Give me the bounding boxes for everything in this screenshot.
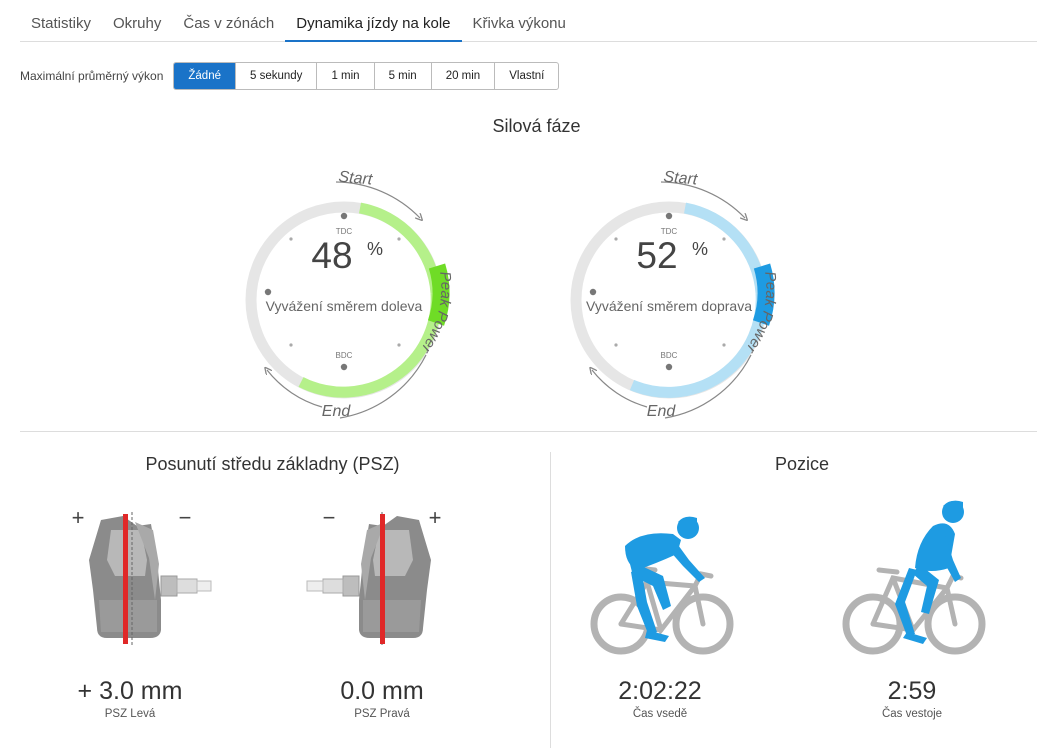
seated-time-label: Čas vsedě [632, 708, 688, 720]
tab-cycling-dynamics[interactable]: Dynamika jízdy na kole [285, 0, 462, 42]
psz-right-metric: 0.0 mm PSZ Pravá [282, 677, 482, 720]
minus-label: − [323, 505, 336, 530]
end-label: End [647, 403, 677, 420]
psz-right-label: PSZ Pravá [354, 708, 410, 720]
start-label: Start [338, 169, 374, 189]
tab-bar: Statistiky Okruhy Čas v zónách Dynamika … [20, 0, 1037, 42]
bdc-marker [340, 363, 348, 371]
balance-caption: Vyvážení směrem doleva [266, 298, 423, 314]
balance-unit: % [692, 239, 708, 259]
column-divider [550, 452, 551, 748]
standing-time-value: 2:59 [887, 677, 937, 705]
balance-value: 48 [311, 235, 352, 276]
plus-label: + [429, 505, 442, 530]
bdc-label: BDC [336, 351, 353, 360]
standing-time-label: Čas vestoje [881, 708, 943, 720]
position-title: Pozice [774, 454, 830, 474]
left-marker [589, 288, 597, 296]
center-offset-line [123, 514, 128, 644]
filter-option-1min[interactable]: 1 min [316, 63, 373, 89]
bdc-marker [665, 363, 673, 371]
tdc-label: TDC [336, 227, 353, 236]
power-phase-dial-right: TDC BDC 52 % Vyvážení směrem doprava Sta… [570, 169, 779, 420]
start-arrow-icon [660, 181, 745, 218]
filter-label: Maximální průměrný výkon [20, 69, 164, 83]
psz-left-value: + 3.0 mm [77, 677, 183, 705]
tab-laps[interactable]: Okruhy [113, 15, 162, 32]
peak-arrow-line [339, 354, 427, 419]
tdc-label: TDC [661, 227, 678, 236]
max-avg-power-filter: Maximální průměrný výkon Žádné 5 sekundy… [20, 62, 560, 90]
right-pedal-icon: − + [306, 505, 442, 645]
filter-option-5s[interactable]: 5 sekundy [235, 63, 316, 89]
psz-left-label: PSZ Levá [104, 708, 156, 720]
tab-statistics[interactable]: Statistiky [31, 15, 92, 32]
power-phase-title: Silová fáze [492, 116, 581, 136]
peak-power-arc [427, 263, 450, 326]
left-pedal-icon: + − [72, 505, 212, 645]
seated-time-metric: 2:02:22 Čas vsedě [560, 677, 760, 720]
end-arrow-icon [267, 370, 323, 408]
tdc-marker [340, 212, 348, 220]
filter-option-5min[interactable]: 5 min [373, 63, 431, 89]
power-phase-dial-left: TDC BDC 48 % Vyvážení směrem doleva Star… [245, 169, 454, 420]
platform-center-offset-title: Posunutí středu základny (PSZ) [145, 454, 400, 474]
left-marker [264, 288, 272, 296]
filter-option-20min[interactable]: 20 min [430, 63, 495, 89]
peak-arrow-line [664, 354, 752, 419]
section-divider [20, 431, 1037, 432]
start-arrow-icon [335, 181, 420, 218]
balance-value: 52 [636, 235, 677, 276]
center-offset-line [380, 514, 385, 644]
standing-time-metric: 2:59 Čas vestoje [812, 677, 1012, 720]
psz-left-metric: + 3.0 mm PSZ Levá [30, 677, 230, 720]
minus-label: − [179, 505, 192, 530]
seated-time-value: 2:02:22 [618, 677, 702, 705]
end-label: End [322, 403, 352, 420]
tab-time-in-zones[interactable]: Čas v zónách [183, 15, 275, 32]
filter-segmented-control: Žádné 5 sekundy 1 min 5 min 20 min Vlast… [173, 62, 560, 90]
standing-rider-icon [842, 500, 986, 655]
balance-unit: % [367, 239, 383, 259]
filter-option-custom[interactable]: Vlastní [494, 63, 558, 89]
start-label: Start [663, 169, 699, 189]
end-arrow-icon [592, 370, 648, 408]
psz-right-value: 0.0 mm [340, 677, 424, 705]
balance-caption: Vyvážení směrem doprava [586, 298, 752, 314]
filter-option-none[interactable]: Žádné [174, 63, 235, 89]
peak-power-arc [752, 263, 775, 326]
tdc-marker [665, 212, 673, 220]
tab-power-curve[interactable]: Křivka výkonu [472, 15, 566, 32]
plus-label: + [72, 505, 85, 530]
bdc-label: BDC [661, 351, 678, 360]
seated-rider-icon [590, 516, 734, 655]
